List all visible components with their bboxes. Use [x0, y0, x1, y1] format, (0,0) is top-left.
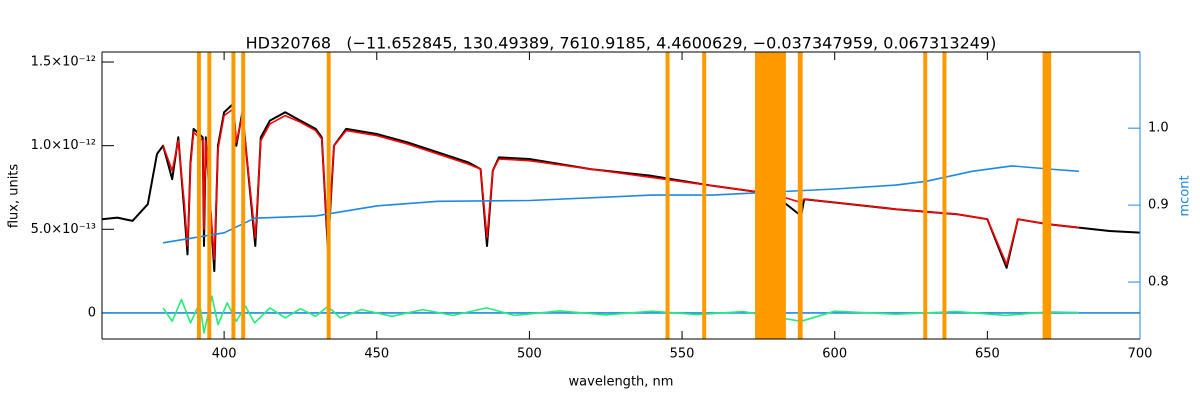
mask-band — [942, 52, 947, 339]
x-tick-label: 650 — [975, 347, 1000, 362]
y-tick-label: 5.0×10⁻¹³ — [31, 222, 96, 237]
y2-tick-label: 1.0 — [1148, 121, 1169, 136]
y-tick-label: 0 — [88, 305, 96, 320]
x-tick-label: 600 — [822, 347, 847, 362]
x-tick-label: 400 — [212, 347, 237, 362]
series-line — [162, 165, 1079, 244]
y2-tick-label: 0.9 — [1148, 198, 1169, 213]
x-tick-label: 550 — [670, 347, 695, 362]
mask-band — [755, 52, 786, 339]
mask-band — [665, 52, 670, 339]
x-tick-label: 450 — [364, 347, 389, 362]
x-tick-label: 700 — [1128, 347, 1153, 362]
y2-tick-label: 0.8 — [1148, 275, 1169, 290]
x-tick-label: 500 — [517, 347, 542, 362]
y-tick-label: 1.0×10⁻¹² — [31, 138, 96, 153]
mask-band — [1042, 52, 1052, 339]
mask-band — [797, 52, 803, 339]
series-line — [162, 295, 1079, 334]
y-tick-label: 1.5×10⁻¹² — [31, 55, 96, 70]
mask-band — [923, 52, 928, 339]
mask-band — [231, 52, 236, 339]
mask-band — [702, 52, 707, 339]
mask-band — [241, 52, 246, 339]
y2-axis-label: mcont — [1178, 175, 1193, 216]
y-axis-label: flux, units — [7, 164, 22, 229]
chart-title: HD320768 (−11.652845, 130.49389, 7610.91… — [246, 34, 997, 53]
mask-band — [207, 52, 212, 339]
x-axis-label: wavelength, nm — [569, 375, 674, 390]
mask-band — [326, 52, 331, 339]
mask-band — [196, 52, 201, 339]
series-line — [162, 108, 1079, 266]
